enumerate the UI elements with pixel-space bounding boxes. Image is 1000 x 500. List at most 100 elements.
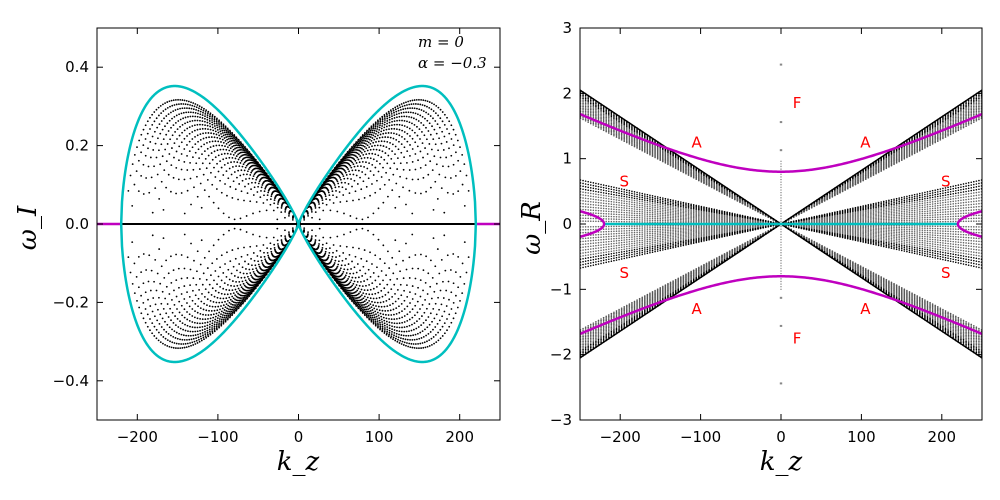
eigenvalue-dot — [368, 307, 371, 310]
eigenvalue-dot — [133, 154, 136, 156]
eigenvalue-dot — [354, 142, 357, 145]
eigenvalue-dot — [370, 128, 373, 130]
eigenvalue-dot — [133, 292, 136, 294]
eigenvalue-dot — [180, 103, 183, 105]
eigenvalue-dot — [381, 118, 384, 121]
eigenvalue-dot — [251, 177, 254, 180]
eigenvalue-dot — [422, 99, 425, 102]
eigenvalue-dot — [373, 307, 376, 310]
eigenvalue-dot — [243, 169, 246, 172]
eigenvalue-dot — [250, 153, 253, 156]
eigenvalue-dot — [411, 99, 414, 102]
eigenvalue-dot — [365, 313, 368, 316]
eigenvalue-dot — [256, 191, 259, 193]
eigenvalue-dot — [238, 144, 241, 147]
eigenvalue-dot — [318, 206, 321, 209]
eigenvalue-dot — [362, 292, 365, 294]
eigenvalue-dot — [199, 326, 201, 329]
eigenvalue-dot — [380, 315, 383, 318]
eigenvalue-dot — [149, 128, 151, 130]
eigenvalue-dot — [374, 324, 377, 327]
eigenvalue-dot — [182, 111, 185, 114]
eigenvalue-dot — [202, 111, 204, 114]
eigenvalue-dot — [241, 148, 243, 151]
eigenvalue-dot — [200, 339, 203, 342]
eigenvalue-dot — [175, 295, 178, 298]
eigenvalue-dot — [370, 320, 373, 323]
eigenvalue-dot — [362, 310, 365, 312]
eigenvalue-dot — [348, 150, 350, 152]
eigenvalue-dot — [234, 157, 237, 160]
eigenvalue-dot — [372, 141, 375, 144]
eigenvalue-dot — [186, 318, 189, 321]
eigenvalue-dot — [169, 307, 172, 310]
eigenvalue-dot — [448, 298, 450, 301]
annotation-alpha: α = −0.3 — [418, 54, 487, 72]
frequency-dot — [978, 329, 980, 331]
eigenvalue-dot — [239, 174, 242, 177]
eigenvalue-dot — [240, 303, 243, 306]
eigenvalue-dot — [209, 299, 212, 302]
eigenvalue-dot — [334, 259, 337, 262]
eigenvalue-dot — [244, 166, 247, 169]
frequency-dot — [620, 308, 623, 311]
eigenvalue-dot — [336, 210, 339, 213]
eigenvalue-dot — [206, 324, 209, 327]
eigenvalue-dot — [227, 314, 230, 317]
eigenvalue-dot — [348, 275, 350, 278]
eigenvalue-dot — [346, 295, 349, 297]
eigenvalue-dot — [202, 173, 205, 176]
eigenvalue-dot — [349, 281, 352, 284]
eigenvalue-dot — [372, 158, 375, 161]
eigenvalue-dot — [409, 334, 412, 337]
eigenvalue-dot — [409, 111, 412, 114]
eigenvalue-dot — [374, 322, 377, 324]
eigenvalue-dot — [169, 138, 172, 141]
eigenvalue-dot — [378, 317, 381, 320]
eigenvalue-dot — [331, 276, 334, 279]
eigenvalue-dot — [239, 228, 242, 231]
eigenvalue-dot — [338, 161, 340, 164]
eigenvalue-dot — [387, 291, 390, 294]
eigenvalue-dot — [421, 330, 424, 333]
frequency-dot — [610, 314, 613, 316]
eigenvalue-dot — [377, 122, 379, 125]
eigenvalue-dot — [199, 307, 202, 310]
eigenvalue-dot — [173, 330, 176, 333]
eigenvalue-dot — [350, 166, 353, 169]
eigenvalue-dot — [384, 119, 386, 121]
eigenvalue-dot — [377, 170, 380, 173]
eigenvalue-dot — [213, 120, 216, 123]
eigenvalue-dot — [439, 156, 442, 159]
frequency-dot — [931, 143, 934, 145]
eigenvalue-dot — [198, 278, 201, 280]
eigenvalue-dot — [461, 262, 464, 265]
eigenvalue-dot — [376, 179, 378, 182]
eigenvalue-dot — [388, 298, 391, 301]
eigenvalue-dot — [434, 180, 437, 183]
frequency-dot — [926, 145, 929, 148]
eigenvalue-dot — [218, 320, 221, 323]
eigenvalue-dot — [186, 144, 188, 146]
eigenvalue-dot — [234, 288, 237, 291]
eigenvalue-dot — [461, 183, 464, 186]
eigenvalue-dot — [440, 142, 443, 145]
eigenvalue-dot — [149, 116, 151, 119]
frequency-dot — [610, 132, 613, 134]
eigenvalue-dot — [321, 246, 324, 249]
eigenvalue-dot — [191, 104, 194, 107]
eigenvalue-dot — [354, 151, 356, 154]
eigenvalue-dot — [142, 163, 145, 166]
eigenvalue-dot — [437, 339, 440, 342]
eigenvalue-dot — [366, 305, 369, 308]
eigenvalue-dot — [386, 122, 389, 125]
eigenvalue-dot — [322, 264, 325, 267]
eigenvalue-dot — [379, 117, 381, 120]
eigenvalue-dot — [374, 323, 377, 326]
eigenvalue-dot — [422, 110, 425, 113]
eigenvalue-dot — [244, 300, 246, 303]
eigenvalue-dot — [365, 308, 368, 311]
eigenvalue-dot — [223, 282, 226, 285]
eigenvalue-dot — [224, 125, 227, 128]
eigenvalue-dot — [194, 119, 196, 122]
